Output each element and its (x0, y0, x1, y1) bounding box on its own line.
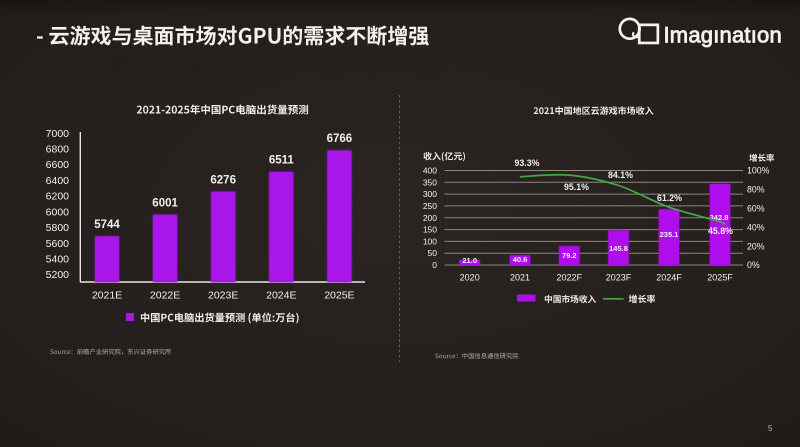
svg-text:61.2%: 61.2% (657, 193, 682, 203)
svg-text:6766: 6766 (327, 133, 353, 145)
svg-text:2021E: 2021E (92, 290, 122, 302)
svg-text:5600: 5600 (46, 238, 70, 250)
svg-text:2023F: 2023F (606, 273, 632, 283)
svg-text:2022E: 2022E (150, 290, 180, 302)
svg-text:2025E: 2025E (324, 290, 354, 302)
svg-text:40.6: 40.6 (513, 255, 528, 264)
svg-text:342.8: 342.8 (710, 213, 729, 222)
svg-text:2024F: 2024F (656, 273, 682, 283)
svg-text:5400: 5400 (46, 254, 70, 266)
svg-text:6001: 6001 (152, 197, 178, 209)
svg-text:79.2: 79.2 (562, 251, 577, 260)
svg-text:95.1%: 95.1% (564, 182, 589, 192)
svg-text:6800: 6800 (46, 144, 70, 156)
svg-text:145.8: 145.8 (609, 244, 628, 253)
svg-text:60%: 60% (747, 204, 765, 214)
svg-text:80%: 80% (747, 185, 765, 195)
svg-text:84.1%: 84.1% (608, 170, 633, 180)
svg-text:300: 300 (423, 189, 437, 199)
svg-text:200: 200 (423, 213, 437, 223)
svg-text:6000: 6000 (46, 206, 70, 218)
svg-text:50: 50 (428, 248, 438, 258)
svg-text:6276: 6276 (210, 174, 236, 186)
svg-text:93.3%: 93.3% (515, 158, 540, 168)
svg-text:250: 250 (423, 201, 437, 211)
svg-text:2025F: 2025F (707, 273, 733, 283)
svg-text:2022F: 2022F (557, 273, 583, 283)
svg-text:2020: 2020 (460, 273, 480, 283)
svg-text:5800: 5800 (46, 222, 70, 234)
svg-text:2021: 2021 (510, 273, 530, 283)
svg-text:2023E: 2023E (208, 290, 238, 302)
svg-text:6511: 6511 (269, 155, 295, 167)
svg-text:40%: 40% (747, 222, 765, 232)
svg-text:5: 5 (768, 424, 773, 433)
svg-text:6200: 6200 (46, 191, 70, 203)
svg-text:100%: 100% (747, 166, 770, 176)
svg-text:100: 100 (423, 236, 437, 246)
svg-text:2024E: 2024E (266, 290, 296, 302)
svg-text:5744: 5744 (94, 219, 120, 231)
svg-text:7000: 7000 (46, 128, 70, 140)
svg-text:Imagınatıon: Imagınatıon (664, 23, 782, 48)
svg-text:235.1: 235.1 (660, 230, 679, 239)
svg-text:45.8%: 45.8% (708, 226, 733, 236)
svg-text:150: 150 (423, 225, 437, 235)
svg-text:350: 350 (423, 177, 437, 187)
svg-text:5200: 5200 (46, 269, 70, 281)
svg-text:0: 0 (432, 260, 437, 270)
svg-text:20%: 20% (747, 241, 765, 251)
svg-text:400: 400 (423, 166, 437, 176)
svg-text:6600: 6600 (46, 159, 70, 171)
svg-text:21.0: 21.0 (462, 256, 477, 265)
svg-text:6400: 6400 (46, 175, 70, 187)
svg-text:0%: 0% (747, 260, 760, 270)
